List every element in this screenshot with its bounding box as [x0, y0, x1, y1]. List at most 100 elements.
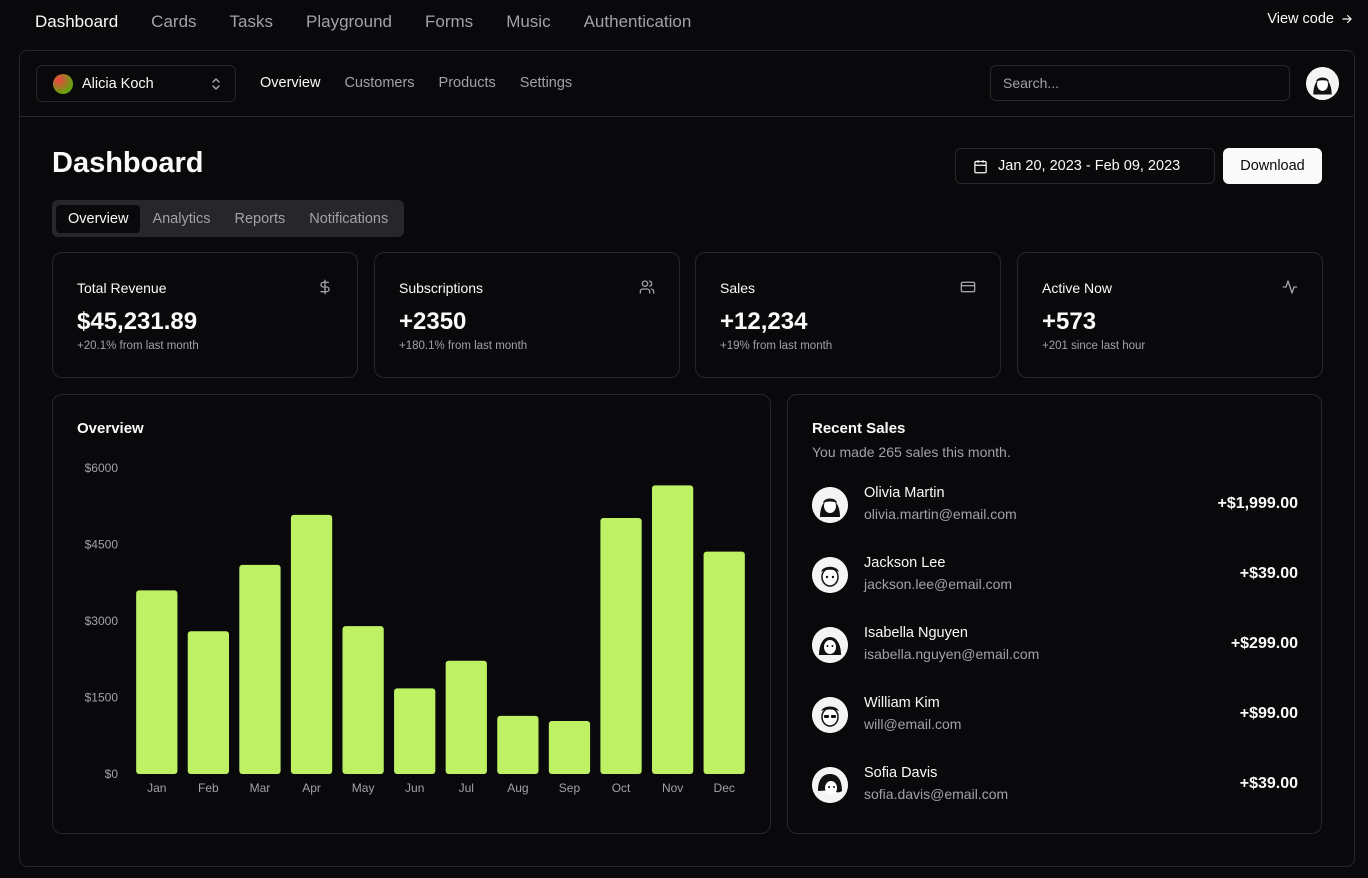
recent-sales-description: You made 265 sales this month. — [812, 444, 1011, 460]
credit-card-icon — [960, 279, 976, 300]
stat-value: $45,231.89 — [77, 308, 198, 335]
y-tick-label: $0 — [105, 767, 119, 781]
top-navigation: Dashboard Cards Tasks Playground Forms M… — [0, 0, 1368, 44]
calendar-icon — [974, 159, 987, 173]
top-nav-music[interactable]: Music — [506, 12, 551, 31]
recent-sales-card: Recent Sales You made 265 sales this mon… — [787, 394, 1322, 834]
stat-subtext: +201 since last hour — [1042, 340, 1146, 352]
sale-amount: +$299.00 — [1230, 635, 1298, 652]
dollar-icon — [317, 279, 333, 300]
activity-icon — [1282, 279, 1298, 300]
x-tick-label: May — [352, 781, 375, 795]
stat-label: Total Revenue — [77, 280, 167, 296]
bar-jun[interactable] — [394, 688, 436, 774]
team-switcher[interactable]: Alicia Koch — [36, 65, 236, 102]
date-range-picker[interactable]: Jan 20, 2023 - Feb 09, 2023 — [955, 148, 1215, 184]
customer-name: Olivia Martin — [864, 485, 945, 501]
bar-apr[interactable] — [290, 514, 333, 774]
bar-aug[interactable] — [497, 715, 539, 774]
customer-email: will@email.com — [864, 716, 962, 732]
bar-sep[interactable] — [548, 720, 591, 774]
recent-sales-title: Recent Sales — [812, 420, 906, 437]
customer-name: Sofia Davis — [864, 765, 938, 781]
tab-reports[interactable]: Reports — [234, 210, 286, 227]
y-tick-label: $6000 — [85, 461, 119, 475]
top-nav-dashboard[interactable]: Dashboard — [35, 12, 119, 31]
top-nav-authentication[interactable]: Authentication — [583, 12, 692, 31]
bar-oct[interactable] — [600, 517, 642, 774]
x-tick-label: Feb — [198, 781, 219, 795]
user-avatar[interactable] — [1306, 67, 1339, 100]
customer-avatar — [812, 697, 848, 733]
bar-may[interactable] — [342, 626, 384, 774]
customer-name: Isabella Nguyen — [864, 625, 968, 641]
bar-feb[interactable] — [187, 631, 230, 774]
stat-subtext: +19% from last month — [720, 340, 833, 352]
overview-bar-chart: $0 $1500 $3000 $4500 $6000 Jan Feb Mar Apr May Jun… — [85, 461, 745, 795]
overview-title: Overview — [77, 420, 144, 437]
sale-amount: +$39.00 — [1239, 565, 1298, 582]
x-tick-label: Sep — [559, 781, 581, 795]
search-input[interactable] — [990, 65, 1290, 101]
stat-value: +12,234 — [720, 308, 808, 335]
team-avatar — [53, 73, 73, 94]
y-tick-label: $1500 — [85, 691, 119, 705]
customer-name: William Kim — [864, 695, 940, 711]
overview-card: Overview $0 $1500 $3000 $4500 $6000 Jan Feb Mar… — [52, 394, 771, 834]
x-tick-label: Jun — [405, 781, 424, 795]
download-button[interactable]: Download — [1223, 148, 1322, 184]
x-tick-label: Mar — [250, 781, 271, 795]
stat-card-subscriptions: Subscriptions +2350 +180.1% from last mo… — [374, 252, 680, 378]
customer-avatar — [812, 557, 848, 593]
customer-avatar — [812, 767, 848, 803]
stat-label: Subscriptions — [399, 280, 484, 296]
page-title: Dashboard — [52, 147, 204, 179]
x-tick-label: Dec — [714, 781, 735, 795]
view-code-link[interactable]: View code — [1267, 11, 1354, 27]
sale-row: William Kim will@email.com +$99.00 — [812, 695, 1298, 735]
customer-email: isabella.nguyen@email.com — [864, 646, 1040, 662]
x-tick-label: Jul — [459, 781, 474, 795]
nav-products[interactable]: Products — [438, 75, 496, 91]
customer-avatar — [812, 627, 848, 663]
dashboard-tabs: Overview Analytics Reports Notifications — [52, 200, 405, 237]
customer-email: olivia.martin@email.com — [864, 506, 1017, 522]
customer-avatar — [812, 487, 848, 523]
dashboard-frame: Alicia Koch Overview Customers Products … — [19, 50, 1355, 867]
sale-row: Sofia Davis sofia.davis@email.com +$39.0… — [812, 765, 1298, 805]
date-range-label: Jan 20, 2023 - Feb 09, 2023 — [998, 158, 1181, 174]
y-tick-label: $4500 — [85, 538, 119, 552]
x-tick-label: Aug — [507, 781, 528, 795]
stat-card-total-revenue: Total Revenue $45,231.89 +20.1% from las… — [52, 252, 358, 378]
bar-jul[interactable] — [445, 660, 487, 774]
stat-subtext: +20.1% from last month — [77, 340, 199, 352]
bar-mar[interactable] — [239, 564, 281, 774]
tab-analytics[interactable]: Analytics — [152, 210, 211, 227]
top-nav-playground[interactable]: Playground — [306, 12, 393, 31]
tab-notifications[interactable]: Notifications — [309, 210, 389, 227]
top-nav-cards[interactable]: Cards — [151, 12, 197, 31]
sale-row: Isabella Nguyen isabella.nguyen@email.co… — [812, 625, 1298, 665]
bar-dec[interactable] — [703, 551, 745, 774]
sale-amount: +$99.00 — [1239, 705, 1298, 722]
y-tick-label: $3000 — [85, 614, 119, 628]
customer-name: Jackson Lee — [864, 555, 946, 571]
tab-overview[interactable]: Overview — [56, 204, 141, 233]
nav-settings[interactable]: Settings — [519, 75, 573, 91]
stat-value: +2350 — [399, 308, 467, 335]
bar-jan[interactable] — [136, 590, 178, 774]
x-tick-label: Jan — [147, 781, 166, 795]
nav-overview[interactable]: Overview — [260, 75, 321, 91]
sale-amount: +$39.00 — [1239, 775, 1298, 792]
stat-value: +573 — [1042, 308, 1097, 335]
nav-customers[interactable]: Customers — [344, 75, 415, 91]
stat-label: Sales — [720, 280, 756, 296]
top-nav-forms[interactable]: Forms — [425, 12, 474, 31]
top-nav-tasks[interactable]: Tasks — [229, 12, 273, 31]
bar-nov[interactable] — [651, 485, 694, 774]
chevrons-up-down-icon — [211, 77, 221, 91]
main-nav: Overview Customers Products Settings — [260, 75, 596, 91]
x-tick-label: Nov — [662, 781, 683, 795]
team-name: Alicia Koch — [82, 75, 154, 92]
customer-email: jackson.lee@email.com — [864, 576, 1013, 592]
